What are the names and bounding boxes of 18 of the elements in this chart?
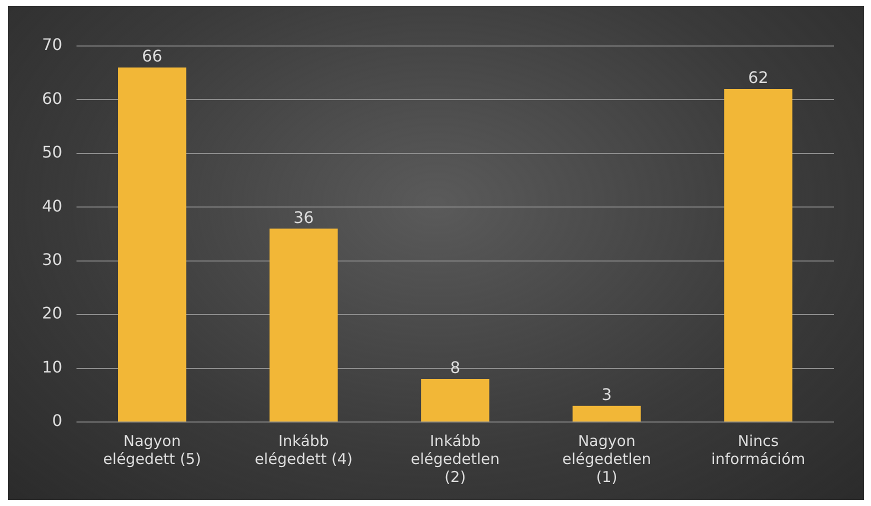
y-tick-label: 0: [52, 411, 62, 430]
x-tick-label: Inkább elégedett (4): [254, 432, 353, 468]
x-tick-label: Nagyon elégedett (5): [103, 432, 202, 468]
data-label: 62: [748, 68, 768, 88]
y-tick-label: 60: [42, 88, 62, 108]
data-label: 8: [450, 358, 460, 378]
data-label: 3: [602, 385, 612, 404]
data-label: 66: [142, 46, 162, 66]
y-tick-label: 50: [42, 142, 62, 162]
y-tick-label: 20: [42, 304, 62, 323]
data-label: 36: [293, 208, 314, 227]
y-tick-label: 10: [42, 357, 62, 376]
x-tick-label: Nincs információm: [711, 432, 806, 468]
x-tick-label: Inkább elégedetlen (2): [410, 432, 500, 486]
y-tick-label: 70: [42, 35, 62, 54]
y-tick-label: 40: [42, 196, 62, 216]
x-tick-label: Nagyon elégedetlen (1): [562, 432, 652, 486]
y-tick-label: 30: [42, 250, 62, 270]
